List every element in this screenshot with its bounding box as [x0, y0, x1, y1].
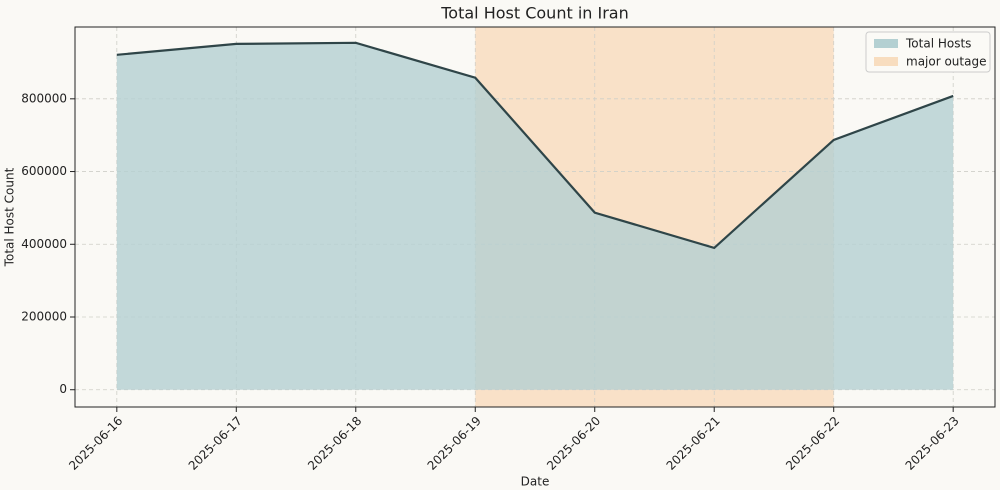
y-tick-label: 0	[59, 382, 67, 396]
legend-swatch	[874, 39, 898, 48]
legend-swatch	[874, 57, 898, 66]
legend-label: major outage	[906, 55, 986, 69]
area	[116, 42, 954, 390]
y-axis-label: Total Host Count	[3, 167, 17, 267]
legend-label: Total Hosts	[905, 37, 971, 51]
plot-frame	[74, 26, 996, 408]
y-tick-label: 600000	[21, 164, 67, 178]
y-tick-label: 400000	[21, 237, 67, 251]
chart-title: Total Host Count in Iran	[440, 4, 628, 23]
line	[116, 41, 954, 250]
y-tick-label: 200000	[21, 310, 67, 324]
y-tick-label: 800000	[21, 91, 67, 105]
x-axis-label: Date	[521, 475, 550, 489]
